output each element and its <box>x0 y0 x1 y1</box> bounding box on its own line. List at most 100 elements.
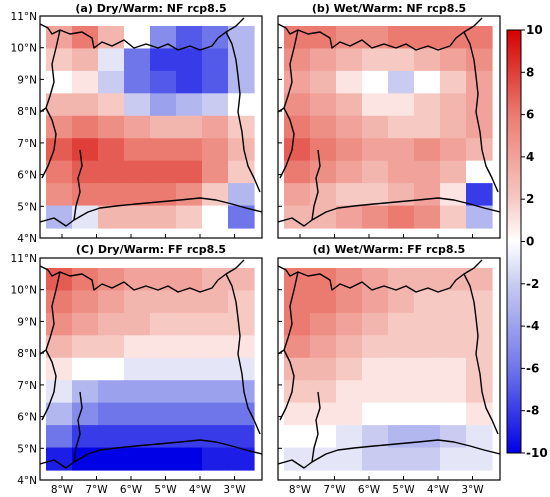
field-cell <box>284 312 311 336</box>
field-cell <box>124 48 151 72</box>
field-cell <box>228 205 255 229</box>
field-cell <box>72 183 99 207</box>
field-cell <box>414 268 441 292</box>
field-cell <box>98 447 125 471</box>
field-cell <box>388 402 415 426</box>
field-cell <box>98 93 125 117</box>
field-cell <box>336 138 363 162</box>
lon-tick-label: 3°W <box>223 484 246 496</box>
field-panel-a <box>40 16 262 238</box>
field-cell <box>176 290 203 314</box>
field-cell <box>228 48 255 72</box>
field-cell <box>310 70 337 94</box>
frame-panel-c <box>39 257 263 481</box>
field-cell <box>46 138 73 162</box>
field-cell <box>388 290 415 314</box>
lat-tick-label: 11°N <box>11 11 37 23</box>
field-cell <box>362 335 389 359</box>
field-cell <box>124 357 151 381</box>
field-cell <box>228 447 255 471</box>
field-cell <box>202 357 229 381</box>
field-cell <box>150 205 177 229</box>
field-cell <box>336 447 363 471</box>
field-cell <box>310 268 337 292</box>
field-cell <box>466 335 493 359</box>
colorbar-tick-label: 10 <box>526 23 543 37</box>
field-cell <box>124 205 151 229</box>
field-cell <box>362 115 389 139</box>
field-cell <box>336 312 363 336</box>
field-cell <box>46 335 73 359</box>
field-cell <box>202 402 229 426</box>
field-cell <box>150 93 177 117</box>
panel-a: (a) Dry/Warm: NF rcp8.5 <box>39 2 263 239</box>
field-cell <box>202 70 229 94</box>
field-cell <box>440 70 467 94</box>
field-cell <box>414 312 441 336</box>
field-cell <box>176 26 203 50</box>
field-cell <box>176 380 203 404</box>
field-cell <box>414 357 441 381</box>
field-cell <box>466 268 493 292</box>
field-cell <box>202 115 229 139</box>
field-cell <box>202 290 229 314</box>
field-cell <box>414 138 441 162</box>
field-cell <box>362 48 389 72</box>
field-cell <box>284 357 311 381</box>
field-cell <box>284 402 311 426</box>
field-cell <box>284 290 311 314</box>
field-cell <box>98 48 125 72</box>
field-cell <box>388 70 415 94</box>
field-cell <box>362 380 389 404</box>
lat-tick-label: 9°N <box>17 316 37 328</box>
field-cell <box>98 138 125 162</box>
field-cell <box>46 425 73 449</box>
field-cell <box>310 138 337 162</box>
field-cell <box>150 268 177 292</box>
field-cell <box>466 93 493 117</box>
field-cell <box>150 312 177 336</box>
field-cell <box>466 205 493 229</box>
field-cell <box>202 380 229 404</box>
lat-tick-label: 4°N <box>17 475 37 487</box>
field-cell <box>72 268 99 292</box>
field-cell <box>176 312 203 336</box>
field-cell <box>202 93 229 117</box>
lat-tick-label: 4°N <box>17 233 37 245</box>
field-cell <box>98 205 125 229</box>
lon-tick-label: 8°W <box>51 484 74 496</box>
colorbar-tick-label: -8 <box>526 404 539 418</box>
field-cell <box>228 26 255 50</box>
field-cell <box>362 425 389 449</box>
field-cell <box>150 115 177 139</box>
field-cell <box>98 402 125 426</box>
field-cell <box>440 290 467 314</box>
field-cell <box>124 290 151 314</box>
field-cell <box>98 290 125 314</box>
field-cell <box>466 26 493 50</box>
field-cell <box>98 357 125 381</box>
field-cell <box>440 48 467 72</box>
field-cell <box>440 357 467 381</box>
field-cell <box>388 26 415 50</box>
field-cell <box>310 335 337 359</box>
field-cell <box>336 380 363 404</box>
field-cell <box>440 402 467 426</box>
field-cell <box>228 183 255 207</box>
field-cell <box>72 380 99 404</box>
field-cell <box>310 160 337 184</box>
lon-tick-label: 8°W <box>289 484 312 496</box>
field-cell <box>310 357 337 381</box>
colorbar-gradient <box>506 29 522 454</box>
lat-labels-left: 11°N 10°N 9°N 8°N 7°N 6°N 5°N 4°N 11°N 10°N 9°N 8°N… <box>11 11 282 487</box>
field-cell <box>124 447 151 471</box>
field-cell <box>98 183 125 207</box>
field-cell <box>202 26 229 50</box>
field-cell <box>150 357 177 381</box>
field-cell <box>440 425 467 449</box>
lat-tick-label: 6°N <box>17 170 37 182</box>
field-cell <box>466 425 493 449</box>
lon-tick-label: 6°W <box>120 484 143 496</box>
field-cell <box>176 115 203 139</box>
field-cell <box>46 312 73 336</box>
